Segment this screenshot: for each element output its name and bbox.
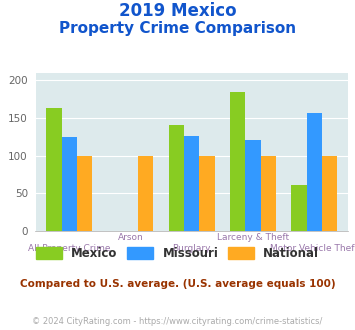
Bar: [169, 125, 184, 231]
Bar: [291, 185, 307, 231]
Bar: [61, 137, 77, 231]
Text: Property Crime Comparison: Property Crime Comparison: [59, 21, 296, 36]
Bar: [77, 155, 92, 231]
Bar: [230, 92, 245, 231]
Text: Larceny & Theft: Larceny & Theft: [217, 233, 289, 242]
Bar: [261, 155, 276, 231]
Bar: [322, 155, 337, 231]
Bar: [184, 136, 200, 231]
Text: All Property Crime: All Property Crime: [28, 244, 110, 253]
Bar: [200, 155, 215, 231]
Text: 2019 Mexico: 2019 Mexico: [119, 2, 236, 20]
Bar: [245, 141, 261, 231]
Bar: [138, 155, 153, 231]
Text: Compared to U.S. average. (U.S. average equals 100): Compared to U.S. average. (U.S. average …: [20, 279, 335, 289]
Text: © 2024 CityRating.com - https://www.cityrating.com/crime-statistics/: © 2024 CityRating.com - https://www.city…: [32, 317, 323, 326]
Text: Burglary: Burglary: [173, 244, 211, 253]
Text: Arson: Arson: [118, 233, 143, 242]
Text: Motor Vehicle Theft: Motor Vehicle Theft: [270, 244, 355, 253]
Legend: Mexico, Missouri, National: Mexico, Missouri, National: [32, 244, 323, 264]
Bar: [307, 113, 322, 231]
Bar: [46, 108, 61, 231]
